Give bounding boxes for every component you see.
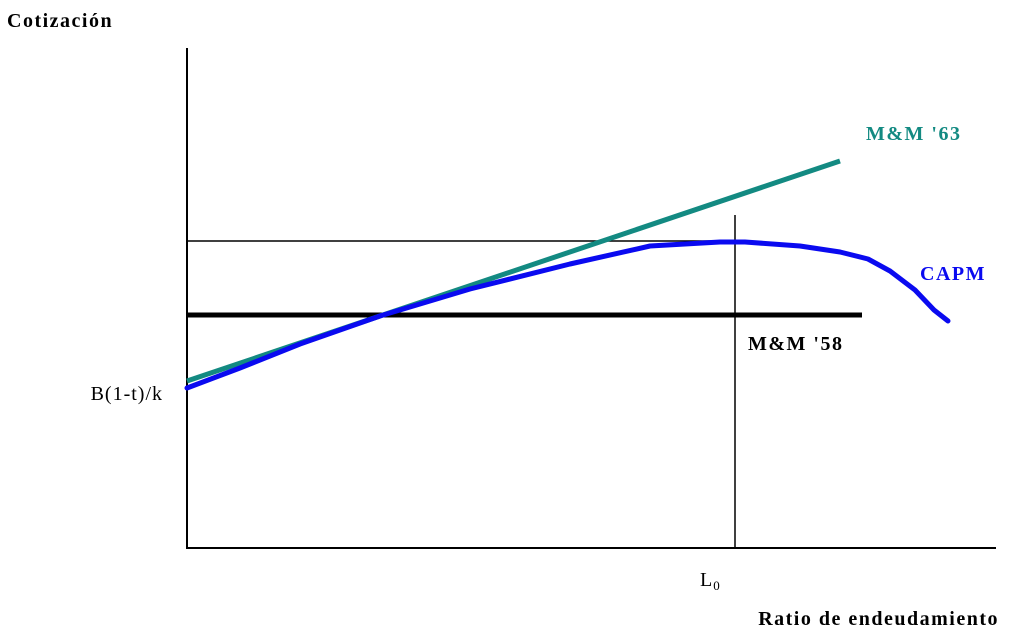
capm-curve [184, 239, 951, 391]
y-axis-label: Cotización [7, 10, 113, 32]
x-axis-label: Ratio de endeudamiento [758, 608, 999, 630]
l0-label-sub: 0 [713, 578, 721, 593]
l0-label: L0 [700, 569, 721, 593]
l0-label-main: L [700, 569, 713, 591]
y-intercept-label: B(1-t)/k [91, 383, 163, 405]
mm63-label: M&M '63 [866, 123, 961, 145]
capm-label: CAPM [920, 263, 986, 285]
mm58-label: M&M '58 [748, 333, 843, 355]
